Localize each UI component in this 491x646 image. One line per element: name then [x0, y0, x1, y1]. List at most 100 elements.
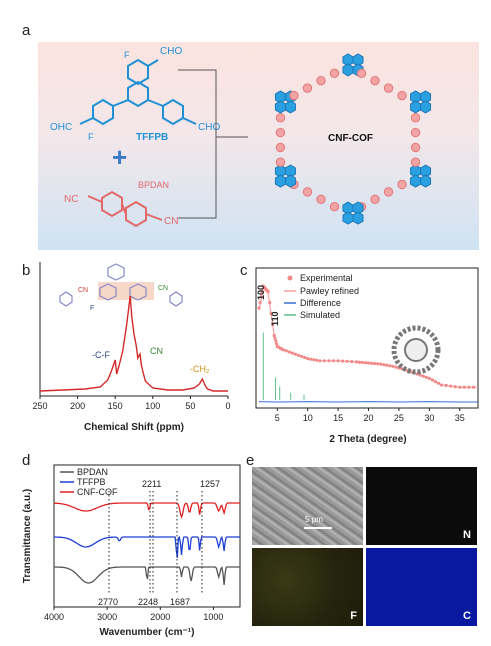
- exp-point: [266, 289, 270, 294]
- c-xlabel: 2 Theta (degree): [329, 434, 406, 445]
- c-tick-label: 15: [333, 413, 343, 423]
- exp-point: [388, 364, 392, 368]
- c-frame: [255, 267, 479, 409]
- peak-2770: 2770: [98, 597, 118, 607]
- tffpb-ir-line: [54, 535, 240, 558]
- nc-left: NC: [64, 194, 78, 205]
- exp-point: [360, 360, 364, 365]
- exp-point: [424, 375, 428, 379]
- cof-framework: [274, 53, 432, 225]
- experimental-points: [257, 284, 475, 389]
- plus-sign: +: [112, 142, 127, 172]
- f-top: F: [124, 50, 130, 60]
- exp-point: [453, 385, 457, 389]
- cof-linker: [316, 76, 326, 86]
- b-xlabel: Chemical Shift (ppm): [84, 422, 184, 433]
- exp-point: [341, 359, 345, 363]
- annotation-cn: CN: [150, 346, 163, 356]
- simulated-line: [262, 332, 305, 400]
- d-legend: BPDAN TFFPB CNF-COF: [60, 467, 118, 497]
- exp-point: [421, 374, 425, 378]
- scale-bar: [304, 527, 332, 529]
- exp-point: [363, 361, 368, 365]
- panel-a-diagram: CHO F OHC F CHO TFFPB + NC CN BPDAN CNF-…: [50, 46, 432, 228]
- d-tick-label: 2000: [150, 612, 170, 622]
- exp-point: [287, 350, 292, 354]
- exp-point: [290, 351, 295, 355]
- panel-label-c: c: [240, 262, 248, 279]
- c-legend: Experimental Pawley refined Difference S…: [284, 273, 359, 320]
- exp-point: [357, 360, 361, 364]
- legend-bpdan: BPDAN: [77, 467, 108, 477]
- d-x-ticks: 4000 3000 2000 1000: [44, 607, 223, 622]
- peak-label-110: 110: [270, 311, 280, 326]
- d-frame: [53, 464, 241, 608]
- peak-1257: 1257: [200, 479, 220, 489]
- exp-point: [303, 355, 307, 360]
- tffpb-molecule: [79, 58, 197, 126]
- exp-point: [449, 384, 453, 388]
- panel-b-nmr: CN CN F 250 200 150 100 50 0 -C-F CN -CH₂ Che…: [32, 262, 231, 433]
- exp-point: [427, 376, 431, 380]
- cof-node: [274, 164, 296, 188]
- exp-point: [271, 322, 275, 327]
- exp-point: [331, 359, 336, 363]
- cof-linker: [410, 157, 421, 167]
- exp-point: [318, 359, 322, 363]
- exp-point: [260, 289, 264, 294]
- d-ylabel: Transmittance (a.u.): [22, 489, 33, 583]
- b-tick-label: 0: [225, 401, 230, 411]
- exp-point: [354, 360, 358, 364]
- cof-linker: [302, 187, 313, 197]
- c-tick-label: 20: [364, 413, 374, 423]
- exp-point: [274, 339, 278, 343]
- cof-linker: [397, 179, 407, 190]
- cof-linker: [356, 68, 367, 79]
- reaction-arrow: [178, 69, 248, 219]
- cof-linker: [410, 127, 421, 138]
- legend-pawley: Pawley refined: [300, 286, 359, 296]
- exp-point: [345, 359, 349, 363]
- exp-point: [300, 354, 304, 358]
- map-label-c: C: [463, 610, 471, 622]
- d-tick-label: 3000: [97, 612, 117, 622]
- d-xlabel: Wavenumber (cm⁻¹): [100, 627, 195, 638]
- d-tick-label: 1000: [203, 612, 223, 622]
- exp-point: [366, 361, 371, 365]
- cof-ir-line: [53, 502, 240, 520]
- cof-linker: [410, 142, 421, 153]
- exp-point: [471, 385, 475, 389]
- b-tick-label: 200: [70, 401, 85, 411]
- sem-image: 5 μm: [252, 467, 363, 545]
- exp-point: [467, 385, 471, 389]
- cof-linker: [316, 194, 326, 204]
- exp-point: [272, 333, 276, 338]
- cn-right: CN: [164, 216, 178, 227]
- exp-point: [394, 365, 398, 369]
- cof-linker: [383, 83, 394, 93]
- f-left: F: [88, 132, 94, 142]
- exp-point: [430, 378, 434, 382]
- exp-point: [284, 349, 288, 353]
- b-x-ticks: 250 200 150 100 50 0: [32, 396, 231, 411]
- exp-point: [268, 300, 272, 305]
- ohc-left: OHC: [50, 122, 72, 133]
- panel-label-a: a: [22, 22, 31, 39]
- exp-point: [281, 348, 285, 352]
- panel-d-ftir: 4000 3000 2000 1000 BPDAN TFFPB CNF-COF 221…: [22, 464, 241, 638]
- cof-label: CNF-COF: [328, 133, 373, 144]
- cho-right: CHO: [198, 122, 220, 133]
- cof-node: [274, 90, 296, 114]
- legend-cof: CNF-COF: [77, 487, 118, 497]
- cof-linker: [370, 76, 380, 86]
- b-tick-label: 150: [108, 401, 123, 411]
- exp-point: [257, 306, 261, 310]
- peak-label-100: 100: [256, 285, 266, 300]
- exp-point: [382, 363, 386, 367]
- exp-point: [322, 359, 326, 363]
- exp-point: [379, 362, 383, 366]
- exp-point: [436, 381, 441, 385]
- scale-bar-label: 5 μm: [305, 515, 323, 524]
- exp-point: [418, 373, 422, 377]
- exp-point: [376, 362, 380, 366]
